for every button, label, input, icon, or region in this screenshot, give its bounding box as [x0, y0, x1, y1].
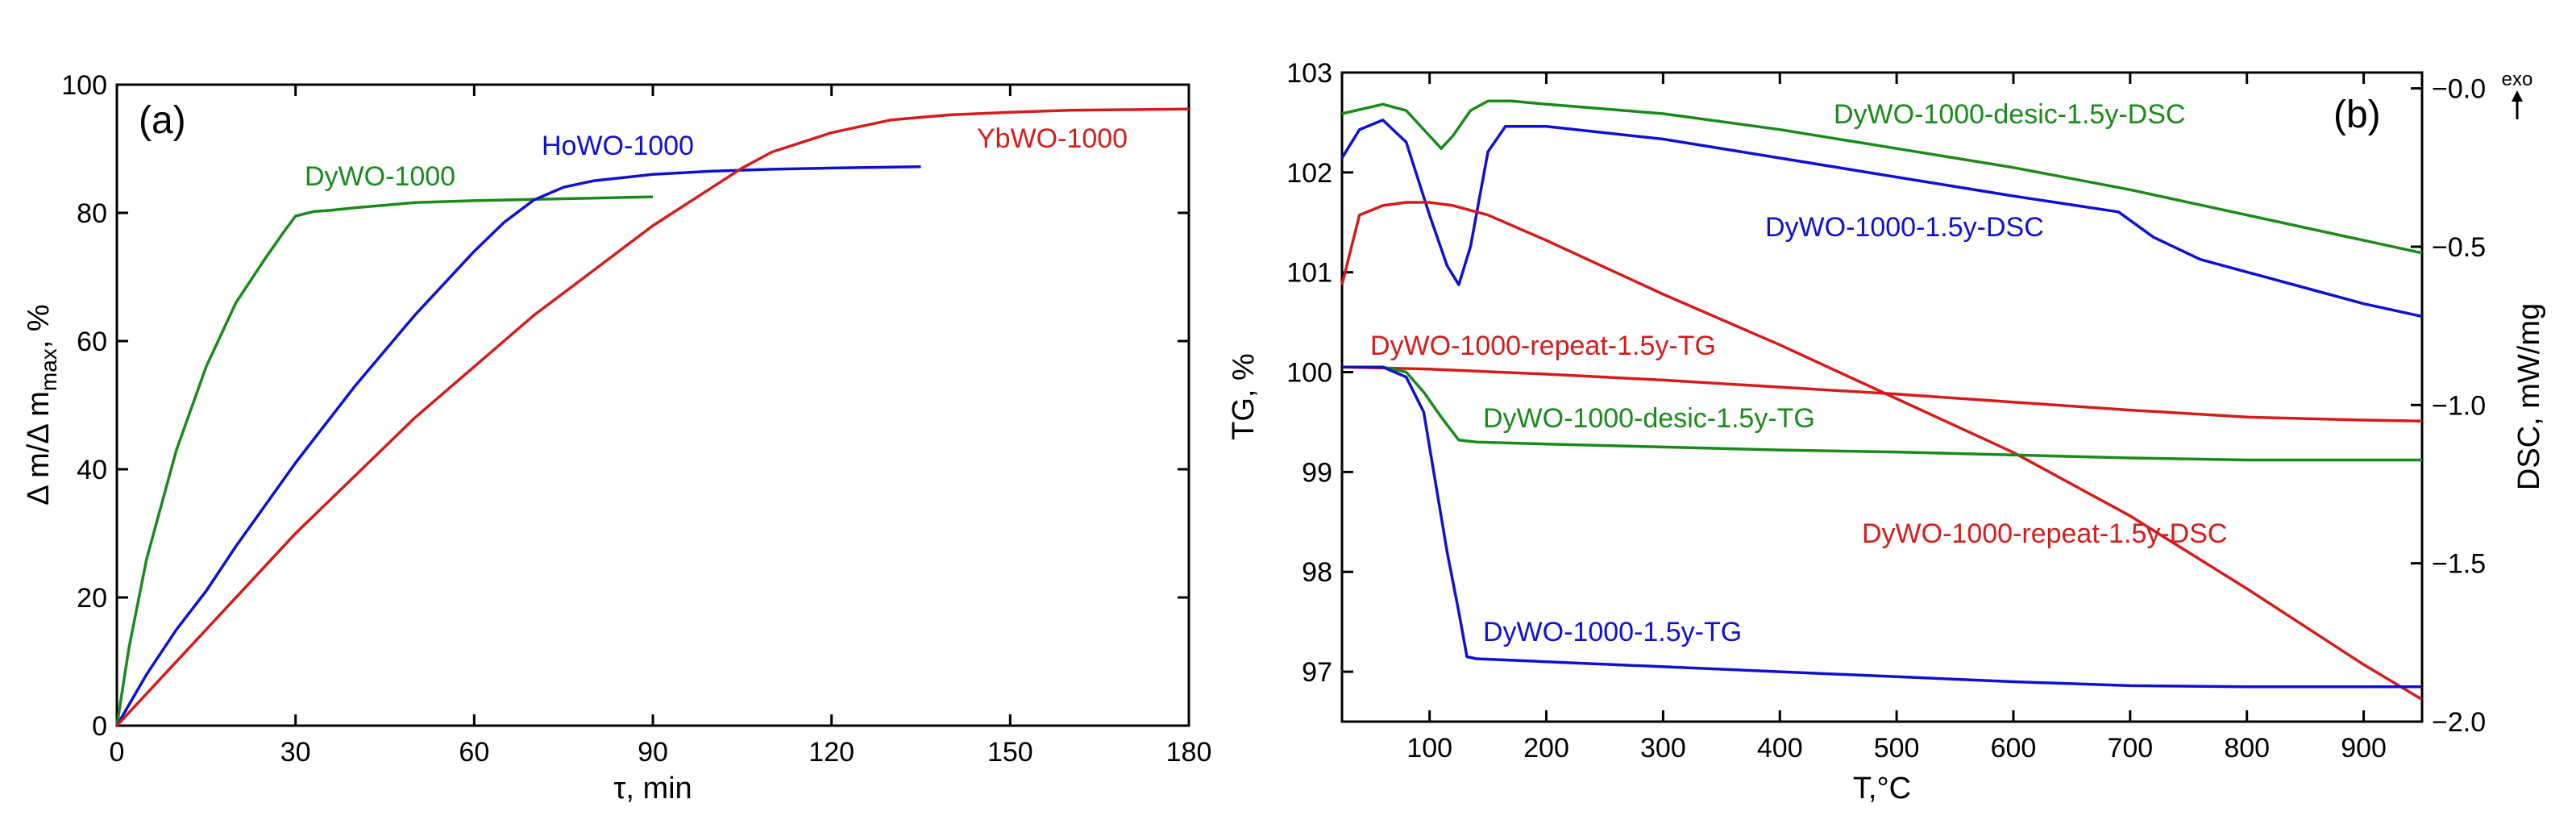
panel-b-series-line-dywo-1000-desic-1.5y-tg [1342, 365, 2422, 462]
panel-b-series-line-dywo-1000-repeat-1.5y-dsc [1340, 201, 2423, 701]
panel-b-series-line-dywo-1000-1.5y-dsc [1340, 119, 2423, 318]
panel-b-left-y-tick-label-0: 97 [1302, 657, 1332, 688]
panel-a-x-tick-label-1: 30 [280, 737, 311, 768]
series-label-repeat-dsc: DyWO-1000-repeat-1.5y-DSC [1862, 518, 2227, 549]
series-label-dywo-tg: DyWO-1000-1.5y-TG [1483, 617, 1742, 647]
series-label-dywo-1000: DyWO-1000 [305, 161, 455, 192]
panel-b-left-y-tick-label-6: 103 [1286, 58, 1332, 89]
panel-a-x-tick-label-6: 180 [1166, 737, 1212, 768]
panel-b-x-tick-label-7: 800 [2224, 733, 2270, 764]
panel-b-left-y-tick-label-1: 98 [1302, 557, 1332, 588]
panel-a-y-tick-label-1: 20 [77, 583, 107, 614]
panel-a-series-line-dywo-1000 [115, 195, 654, 726]
panel-b-right-y-tick-label-0: −2.0 [2432, 707, 2486, 738]
panel-b-x-tick-label-2: 300 [1640, 733, 1686, 764]
panel-b: 100 200 300 400 500 600 700 800 900 97 98 99 100 101… [1227, 58, 2546, 805]
series-label-ybwo-1000: YbWO-1000 [977, 123, 1128, 154]
panel-a-y-tick-label-4: 80 [77, 198, 107, 229]
panel-b-right-y-tick-label-2: −1.0 [2432, 390, 2486, 421]
panel-b-left-y-tick-label-3: 100 [1286, 358, 1332, 389]
panel-b-frame [1340, 71, 2424, 723]
series-label-howo-1000: HoWO-1000 [542, 131, 694, 161]
panel-a-series-line-howo-1000 [115, 165, 921, 726]
panel-a-y-ticks: 0 20 40 60 80 100 [61, 70, 1189, 742]
panel-a-x-tick-label-4: 120 [808, 737, 854, 768]
panel-a-y-axis-label: Δ m/Δ mmax, % [22, 304, 61, 505]
panel-a-series [115, 107, 1190, 727]
panel-a-y-tick-label-3: 60 [77, 327, 107, 357]
panel-a-series-line-ybwo-1000 [115, 107, 1190, 727]
panel-a-x-tick-label-3: 90 [638, 737, 668, 768]
panel-b-right-y-tick-label-4: −0.0 [2432, 74, 2486, 105]
series-label-desic-dsc: DyWO-1000-desic-1.5y-DSC [1834, 99, 2185, 130]
panel-a-y-tick-label-5: 100 [61, 70, 107, 101]
panel-a-x-axis-label: τ, min [613, 772, 692, 805]
panel-b-x-tick-label-0: 100 [1406, 733, 1452, 764]
panel-b-left-y-tick-label-4: 101 [1286, 258, 1332, 289]
panel-b-left-y-ticks: 97 98 99 100 101 102 103 [1286, 58, 1353, 688]
exo-indicator: exo [2502, 69, 2533, 119]
panel-b-series-line-dywo-1000-repeat-1.5y-tg [1341, 365, 2423, 422]
panel-b-series [1340, 99, 2423, 701]
panel-a-x-tick-label-0: 0 [110, 737, 125, 768]
panel-b-left-y-tick-label-5: 102 [1286, 158, 1332, 189]
panel-b-label: (b) [2333, 94, 2381, 136]
panel-a: 0 30 60 90 120 150 180 0 20 40 60 80 100 (a) τ, min… [22, 70, 1211, 805]
panel-b-series-line-dywo-1000-1.5y-tg [1342, 365, 2422, 689]
panel-a-y-label-main: Δ m/Δ m [22, 391, 56, 506]
panel-b-x-tick-label-4: 500 [1874, 733, 1920, 764]
panel-a-y-label-sub: max [36, 348, 61, 391]
panel-a-frame [115, 83, 1190, 727]
panel-a-x-ticks: 0 30 60 90 120 150 180 [110, 85, 1212, 768]
panel-a-label: (a) [139, 99, 186, 142]
series-label-dywo-dsc: DyWO-1000-1.5y-DSC [1765, 212, 2044, 243]
panel-b-x-tick-label-6: 700 [2107, 733, 2153, 764]
panel-a-y-tick-label-0: 0 [92, 711, 107, 742]
panel-b-x-tick-label-1: 200 [1523, 733, 1569, 764]
panel-a-x-tick-label-2: 60 [459, 737, 489, 768]
panel-b-x-tick-label-3: 400 [1757, 733, 1803, 764]
series-label-desic-tg: DyWO-1000-desic-1.5y-TG [1483, 403, 1815, 434]
panel-b-right-y-axis-label: DSC, mW/mg [2512, 303, 2546, 490]
panel-a-y-label-tail: , % [22, 304, 56, 348]
panel-a-y-tick-label-2: 40 [77, 455, 107, 485]
panel-b-left-y-axis-label: TG, % [1227, 353, 1261, 440]
panel-b-right-y-tick-label-3: −0.5 [2432, 232, 2486, 263]
panel-b-x-tick-label-8: 900 [2341, 733, 2387, 764]
panel-b-right-y-ticks: −2.0 −1.5 −1.0 −0.5 −0.0 [2411, 74, 2486, 738]
panel-b-x-ticks: 100 200 300 400 500 600 700 800 900 [1406, 73, 2387, 764]
panel-b-x-tick-label-5: 600 [1991, 733, 2037, 764]
panel-b-x-axis-label: T,°C [1853, 772, 1911, 805]
panel-b-left-y-tick-label-2: 99 [1302, 457, 1332, 488]
series-label-repeat-tg: DyWO-1000-repeat-1.5y-TG [1370, 331, 1716, 361]
exo-label: exo [2502, 69, 2533, 90]
panel-a-x-tick-label-5: 150 [987, 737, 1033, 768]
exo-arrow-head [2512, 90, 2523, 102]
panel-b-right-y-tick-label-1: −1.5 [2432, 549, 2486, 580]
panel-b-series-line-dywo-1000-desic-1.5y-dsc [1341, 99, 2423, 255]
